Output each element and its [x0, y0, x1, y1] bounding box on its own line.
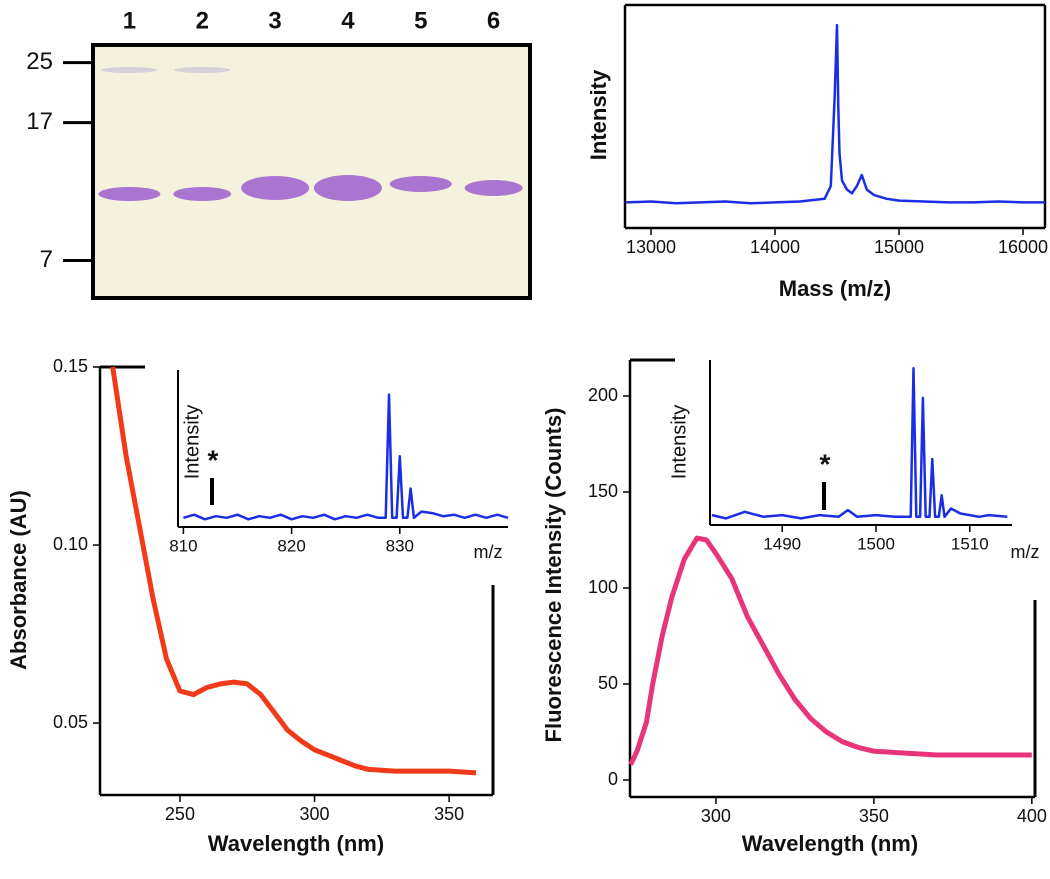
y-tick-label: 0.15 — [53, 356, 88, 376]
y-axis-label: Intensity — [181, 405, 203, 479]
lane-label: 6 — [487, 7, 500, 34]
x-tick-label: 15000 — [874, 237, 924, 257]
band — [313, 175, 382, 201]
y-tick-label: 200 — [588, 385, 618, 405]
data-line — [626, 23, 1045, 205]
x-tick-label: 250 — [165, 804, 195, 824]
x-tick-label: 830 — [386, 536, 414, 555]
lane-label: 2 — [196, 7, 209, 34]
y-tick-label: 100 — [588, 577, 618, 597]
y-axis-label: Absorbance (AU) — [6, 490, 31, 670]
y-tick-label: 150 — [588, 481, 618, 501]
y-tick-label: 0.10 — [53, 534, 88, 554]
x-tick-label: 300 — [300, 804, 330, 824]
y-tick-label: 0 — [608, 769, 618, 789]
x-axis-label: m/z — [1011, 542, 1040, 562]
band — [464, 180, 523, 196]
y-axis-label: Intensity — [586, 69, 611, 160]
x-tick-label: 350 — [434, 804, 464, 824]
x-tick-label: 13000 — [626, 237, 676, 257]
band — [241, 176, 310, 200]
x-tick-label: 1500 — [857, 534, 895, 553]
inset-bg — [178, 370, 508, 527]
faint-band — [101, 67, 158, 73]
x-axis-label: Wavelength (nm) — [742, 831, 918, 856]
gel — [91, 43, 532, 300]
lane-label: 5 — [414, 7, 427, 34]
x-tick-label: 350 — [859, 806, 889, 826]
lane-label: 4 — [341, 7, 355, 34]
y-axis-label: Fluorescence Intensity (Counts) — [541, 408, 566, 743]
marker-label: 17 — [26, 108, 53, 135]
marker-label: 7 — [40, 246, 53, 273]
inset-bg — [710, 360, 1012, 525]
x-tick-label: 810 — [169, 536, 197, 555]
x-axis-label: Wavelength (nm) — [208, 831, 384, 856]
y-axis-label: Intensity — [668, 405, 690, 479]
y-tick-label: 50 — [598, 673, 618, 693]
annotation: * — [820, 448, 831, 479]
band — [98, 187, 161, 201]
x-axis-label: m/z — [474, 542, 503, 562]
lane-label: 3 — [268, 7, 281, 34]
band — [389, 176, 452, 192]
data-line — [711, 367, 1008, 520]
x-tick-label: 1510 — [951, 534, 989, 553]
faint-band — [174, 67, 231, 73]
y-tick-label: 0.05 — [53, 712, 88, 732]
data-line — [110, 366, 477, 776]
lane-label: 1 — [123, 7, 136, 34]
x-axis-label: Mass (m/z) — [779, 276, 891, 301]
band — [173, 187, 232, 201]
data-line — [183, 393, 509, 521]
data-line — [628, 535, 1032, 766]
x-tick-label: 400 — [1017, 806, 1047, 826]
marker-label: 25 — [26, 48, 53, 75]
x-tick-label: 300 — [701, 806, 731, 826]
annotation: * — [208, 444, 219, 475]
x-tick-label: 1490 — [763, 534, 801, 553]
x-tick-label: 14000 — [750, 237, 800, 257]
x-tick-label: 16000 — [998, 237, 1048, 257]
x-tick-label: 820 — [277, 536, 305, 555]
